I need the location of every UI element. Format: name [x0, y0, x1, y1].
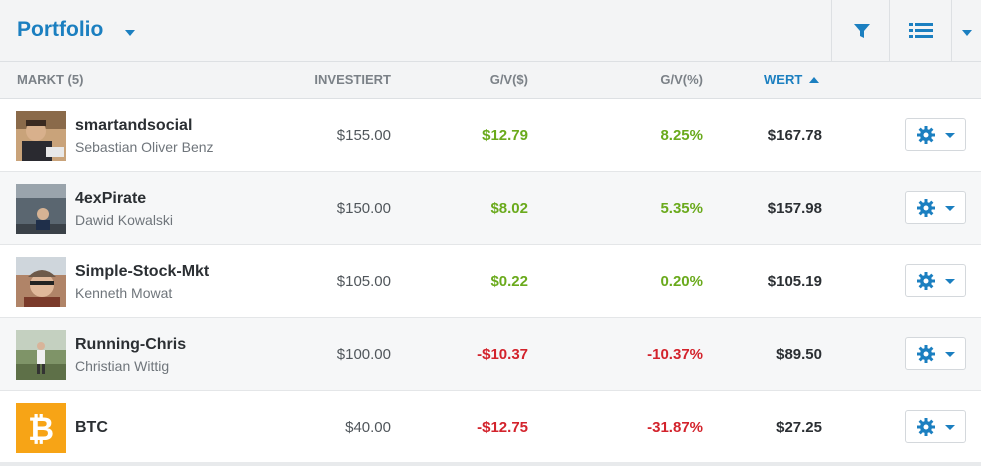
chevron-down-icon [945, 279, 955, 284]
position-value: $105.19 [767, 273, 822, 290]
column-header-row: MARKT (5) INVESTIERT G/V($) G/V(%) WERT [0, 62, 981, 99]
column-pl-amount[interactable]: G/V($) [489, 72, 528, 87]
column-pl-percent[interactable]: G/V(%) [660, 72, 703, 87]
column-market[interactable]: MARKT (5) [17, 72, 84, 87]
trader-nickname[interactable]: smartandsocial [75, 117, 193, 134]
position-value: $157.98 [767, 200, 822, 217]
pl-amount: -$10.37 [477, 346, 528, 363]
settings-dropdown-button[interactable] [905, 337, 966, 370]
invested-value: $105.00 [336, 273, 391, 290]
chevron-down-icon[interactable] [125, 30, 135, 36]
trader-nickname[interactable]: Simple-Stock-Mkt [75, 263, 210, 280]
table-row[interactable]: smartandsocial Sebastian Oliver Benz $15… [0, 99, 981, 172]
chevron-down-icon [945, 425, 955, 430]
page-title[interactable]: Portfolio [17, 18, 104, 41]
table-row[interactable]: Running-Chris Christian Wittig $100.00 -… [0, 318, 981, 391]
table-row[interactable]: ₿ BTC $40.00 -$12.75 -31.87% $27.25 [0, 391, 981, 464]
pl-percent: 5.35% [660, 200, 703, 217]
bitcoin-icon[interactable]: ₿ [16, 403, 66, 453]
table-bottom-border [0, 462, 981, 466]
pl-percent: 8.25% [660, 127, 703, 144]
position-value: $167.78 [767, 127, 822, 144]
trader-name: Sebastian Oliver Benz [75, 139, 214, 155]
gear-icon [917, 345, 935, 363]
trader-name: Dawid Kowalski [75, 212, 174, 228]
filter-icon [854, 24, 870, 38]
gear-icon [917, 126, 935, 144]
chevron-down-icon [945, 206, 955, 211]
portfolio-header: Portfolio [0, 0, 981, 62]
gear-icon [917, 272, 935, 290]
avatar[interactable] [16, 330, 66, 380]
trader-name: Kenneth Mowat [75, 285, 173, 301]
avatar[interactable] [16, 184, 66, 234]
filter-button[interactable] [831, 0, 889, 61]
chevron-down-icon [945, 352, 955, 357]
settings-dropdown-button[interactable] [905, 264, 966, 297]
pl-amount: $12.79 [482, 127, 528, 144]
settings-dropdown-button[interactable] [905, 191, 966, 224]
position-value: $27.25 [776, 419, 822, 436]
settings-dropdown-button[interactable] [905, 410, 966, 443]
table-row[interactable]: Simple-Stock-Mkt Kenneth Mowat $105.00 $… [0, 245, 981, 318]
gear-icon [917, 418, 935, 436]
avatar[interactable] [16, 111, 66, 161]
asset-name[interactable]: BTC [75, 419, 108, 436]
trader-nickname[interactable]: Running-Chris [75, 336, 187, 353]
gear-icon [917, 199, 935, 217]
list-view-button[interactable] [889, 0, 951, 61]
chevron-down-icon [945, 133, 955, 138]
invested-value: $40.00 [345, 419, 391, 436]
pl-percent: 0.20% [660, 273, 703, 290]
column-invested[interactable]: INVESTIERT [314, 72, 391, 87]
sort-ascending-icon[interactable] [809, 77, 819, 83]
settings-dropdown-button[interactable] [905, 118, 966, 151]
pl-amount: -$12.75 [477, 419, 528, 436]
invested-value: $150.00 [336, 200, 391, 217]
trader-nickname[interactable]: 4exPirate [75, 190, 147, 207]
pl-percent: -10.37% [647, 346, 703, 363]
pl-amount: $0.22 [490, 273, 528, 290]
invested-value: $155.00 [336, 127, 391, 144]
list-view-icon [909, 23, 933, 38]
position-value: $89.50 [776, 346, 822, 363]
table-row[interactable]: 4exPirate Dawid Kowalski $150.00 $8.02 5… [0, 172, 981, 245]
column-value[interactable]: WERT [764, 72, 803, 87]
more-menu-button[interactable] [951, 0, 981, 61]
invested-value: $100.00 [336, 346, 391, 363]
trader-name: Christian Wittig [75, 358, 170, 374]
pl-amount: $8.02 [490, 200, 528, 217]
chevron-down-icon [962, 30, 972, 36]
pl-percent: -31.87% [647, 419, 703, 436]
svg-text:₿: ₿ [28, 410, 54, 448]
avatar[interactable] [16, 257, 66, 307]
